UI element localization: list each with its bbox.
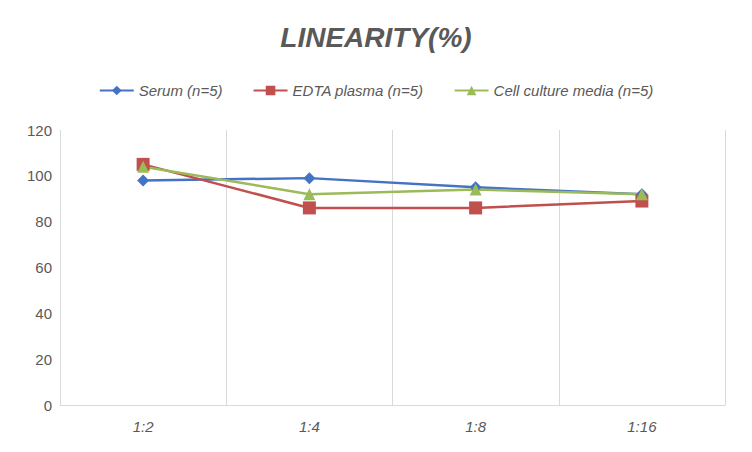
svg-text:LINEARITY(%): LINEARITY(%)	[280, 22, 471, 53]
svg-text:20: 20	[35, 351, 52, 368]
svg-text:1:16: 1:16	[627, 418, 657, 435]
svg-text:100: 100	[27, 167, 52, 184]
svg-text:Cell culture media (n=5): Cell culture media (n=5)	[494, 82, 654, 99]
svg-text:60: 60	[35, 259, 52, 276]
svg-text:80: 80	[35, 213, 52, 230]
svg-text:EDTA plasma (n=5): EDTA plasma (n=5)	[293, 82, 423, 99]
svg-text:1:8: 1:8	[465, 418, 487, 435]
svg-text:1:4: 1:4	[299, 418, 320, 435]
svg-text:40: 40	[35, 305, 52, 322]
svg-text:0: 0	[44, 397, 52, 414]
svg-text:120: 120	[27, 122, 52, 139]
svg-text:Serum (n=5): Serum (n=5)	[139, 82, 223, 99]
svg-text:1:2: 1:2	[133, 418, 155, 435]
